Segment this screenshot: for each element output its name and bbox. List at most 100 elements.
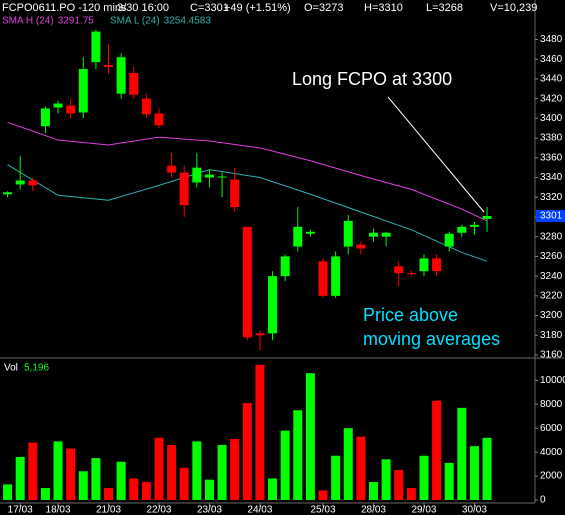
candle-body (204, 174, 214, 178)
y-tick-label: 3200 (540, 310, 563, 321)
candle-body (268, 276, 278, 334)
volume-bar (255, 364, 265, 500)
x-tick-label: 28/03 (361, 505, 386, 515)
candle-body (406, 273, 416, 275)
candle-body (444, 233, 454, 247)
candle-body (104, 65, 114, 68)
volume-bar (343, 428, 353, 500)
candle-body (356, 244, 366, 249)
candle-body (154, 113, 164, 126)
volume-bar (154, 437, 164, 500)
volume-bar (230, 438, 240, 500)
candle-body (217, 176, 227, 178)
symbol: FCPO0611.PO -120 mins (2, 2, 127, 14)
volume-bar (78, 471, 88, 500)
volume-bar (406, 488, 416, 500)
y-tick-label: 0 (540, 495, 546, 506)
x-tick-label: 18/03 (46, 505, 71, 515)
volume-last: 5,196 (24, 363, 49, 374)
annotation: moving averages (363, 329, 500, 349)
change: +49 (+1.51%) (224, 2, 291, 14)
candle-body (91, 31, 101, 63)
volume-bar (91, 458, 101, 500)
y-tick-label: 2000 (540, 471, 563, 482)
x-tick-label: 25/03 (311, 505, 336, 515)
volume-bar (217, 444, 227, 500)
y-tick-label: 3380 (540, 133, 563, 144)
annotation-arrow (387, 96, 485, 213)
candle-body (66, 105, 76, 114)
y-tick-label: 3360 (540, 152, 563, 163)
y-tick-label: 3480 (540, 34, 563, 45)
candle-body (167, 165, 177, 173)
low: L=3268 (426, 2, 463, 14)
last-price: 3301 (540, 211, 563, 222)
volume-bar (66, 448, 76, 500)
volume-bar (419, 455, 429, 500)
volume-bar (368, 482, 378, 500)
y-tick-label: 3320 (540, 192, 563, 203)
volume-bar (331, 455, 341, 500)
candle-body (331, 256, 341, 296)
y-tick-label: 4000 (540, 447, 563, 458)
volume-bar (179, 467, 189, 500)
candle-body (40, 108, 50, 127)
candle-body (192, 167, 202, 183)
candle-body (116, 57, 126, 94)
volume-bar (167, 444, 177, 500)
volume-bar (116, 461, 126, 500)
volume-bar (381, 459, 391, 500)
legend-name: SMA H (24) (2, 16, 54, 27)
candle-body (28, 180, 38, 186)
volume: V=10,239 (490, 2, 537, 14)
candle-body (394, 266, 404, 274)
volume-bar (482, 437, 492, 500)
x-tick-label: 17/03 (8, 505, 33, 515)
volume-bar (15, 456, 25, 500)
x-tick-label: 21/03 (96, 505, 121, 515)
volume-bar (104, 488, 114, 500)
volume-bar (444, 462, 454, 500)
legend-value: 3254.4583 (164, 16, 212, 27)
y-tick-label: 3280 (540, 231, 563, 242)
y-tick-label: 3400 (540, 113, 563, 124)
x-tick-label: 23/03 (197, 505, 222, 515)
high: H=3310 (364, 2, 403, 14)
candle-body (318, 261, 328, 296)
y-tick-label: 3440 (540, 74, 563, 85)
y-tick-label: 3240 (540, 271, 563, 282)
volume-bar (129, 478, 139, 500)
candle-body (242, 226, 252, 338)
y-tick-label: 3460 (540, 54, 563, 65)
volume-bar (469, 446, 479, 500)
open: O=3273 (304, 2, 343, 14)
y-tick-label: 6000 (540, 423, 563, 434)
x-tick-label: 24/03 (247, 505, 272, 515)
volume-bar (318, 490, 328, 500)
volume-bar (280, 430, 290, 500)
y-tick-label: 3160 (540, 350, 563, 361)
close: C=3301 (190, 2, 229, 14)
candle-body (15, 180, 25, 185)
volume-bar (394, 470, 404, 500)
candle-body (78, 69, 88, 113)
y-tick-label: 10000 (540, 375, 565, 386)
volume-bar (457, 407, 467, 500)
candle-body (381, 232, 391, 237)
candle-body (343, 220, 353, 247)
volume-bar (293, 410, 303, 500)
y-tick-label: 3420 (540, 93, 563, 104)
volume-bar (432, 400, 442, 500)
y-tick-label: 3340 (540, 172, 563, 183)
candle-body (482, 215, 492, 219)
volume-title: Vol (4, 363, 18, 374)
y-tick-label: 3260 (540, 251, 563, 262)
candle-body (293, 226, 303, 247)
volume-bar (40, 488, 50, 500)
y-tick-label: 3220 (540, 290, 563, 301)
candle-body (255, 333, 265, 336)
candle-body (53, 103, 63, 108)
candle-body (432, 258, 442, 272)
candle-body (141, 98, 151, 115)
